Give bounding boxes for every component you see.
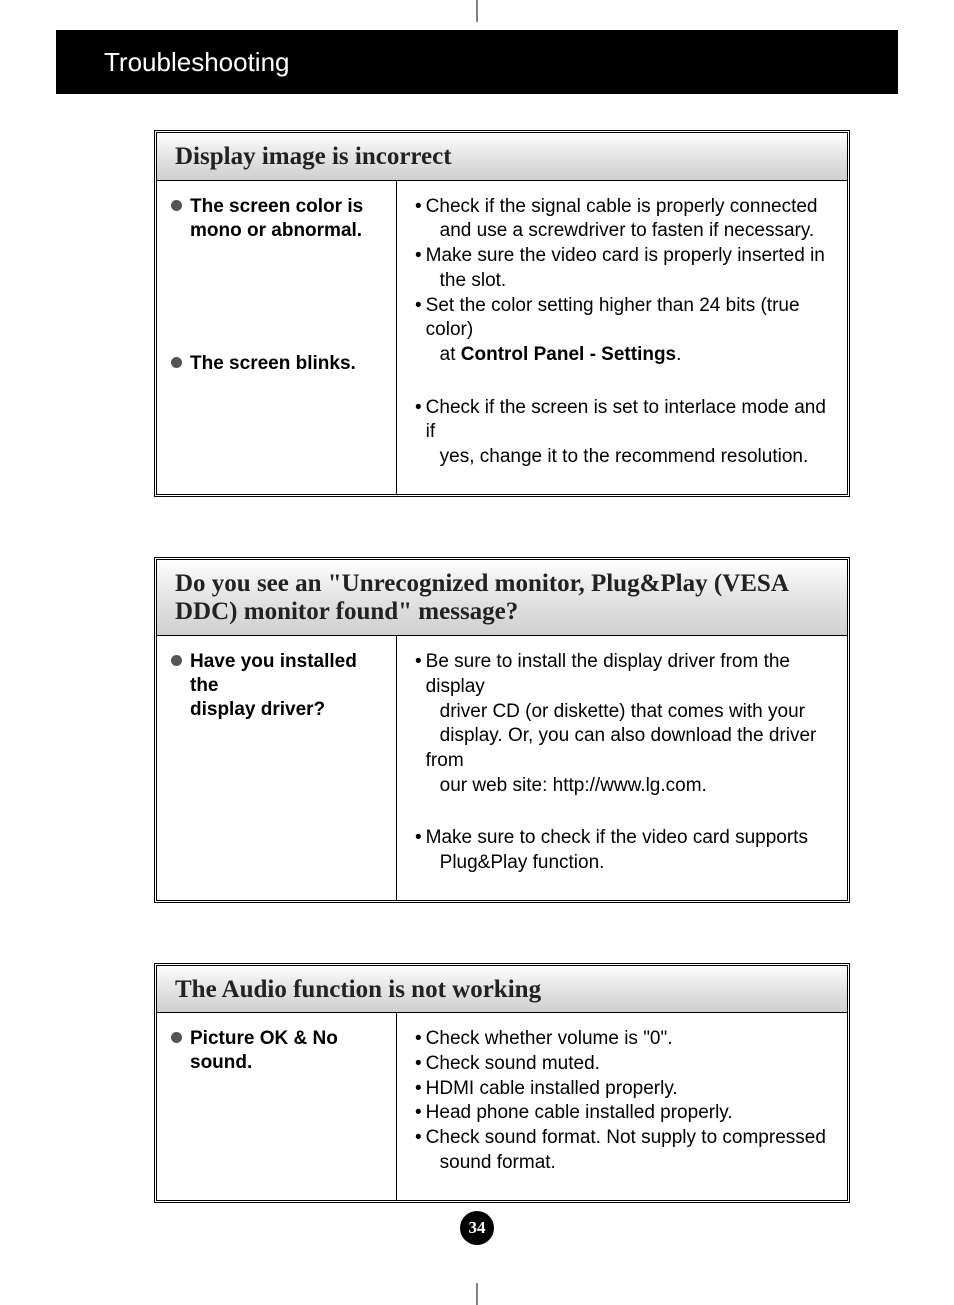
solution-line: •Be sure to install the display driver f… [415, 650, 829, 798]
symptom-item: Picture OK & No sound. [171, 1027, 386, 1075]
troubleshoot-box-display: Display image is incorrect The screen co… [154, 130, 850, 497]
box-title: Do you see an "Unrecognized monitor, Plu… [157, 560, 847, 637]
troubleshoot-box-audio: The Audio function is not working Pictur… [154, 963, 850, 1203]
bullet-icon [171, 1032, 182, 1043]
symptom-text: Have you installed the display driver? [190, 650, 386, 721]
troubleshoot-box-unrecognized: Do you see an "Unrecognized monitor, Plu… [154, 557, 850, 903]
section-header: Troubleshooting [56, 30, 898, 94]
solution-column: •Check whether volume is "0". •Check sou… [397, 1013, 847, 1199]
solution-line: •Make sure to check if the video card su… [415, 826, 829, 875]
symptom-column: The screen color is mono or abnormal. Th… [157, 181, 397, 494]
symptom-line: mono or abnormal. [190, 220, 362, 241]
box-title: The Audio function is not working [157, 966, 847, 1014]
page-number: 34 [469, 1218, 486, 1238]
box-body: Have you installed the display driver? •… [157, 636, 847, 900]
symptom-line: Picture OK & No sound. [190, 1028, 338, 1073]
solution-line: •Check if the signal cable is properly c… [415, 195, 829, 244]
solution-line: •Check sound muted. [415, 1052, 829, 1077]
section-title: Troubleshooting [104, 47, 290, 78]
solution-column: •Check if the signal cable is properly c… [397, 181, 847, 494]
symptom-line: The screen color is [190, 196, 363, 217]
page-number-badge: 34 [460, 1211, 494, 1245]
solution-line: •Check if the screen is set to interlace… [415, 396, 829, 470]
crop-mark-top [477, 0, 478, 22]
solution-group: •Be sure to install the display driver f… [415, 650, 829, 798]
symptom-line: Have you installed the [190, 651, 357, 696]
symptom-text: The screen color is mono or abnormal. [190, 195, 363, 243]
solution-group: •Make sure to check if the video card su… [415, 826, 829, 875]
box-title: Display image is incorrect [157, 133, 847, 181]
solution-line: •Head phone cable installed properly. [415, 1101, 829, 1126]
solution-column: •Be sure to install the display driver f… [397, 636, 847, 900]
solution-group: •Check if the screen is set to interlace… [415, 396, 829, 470]
crop-mark-bottom [477, 1283, 478, 1305]
symptom-item: The screen color is mono or abnormal. [171, 195, 386, 243]
symptom-column: Have you installed the display driver? [157, 636, 397, 900]
page-container: Troubleshooting Display image is incorre… [56, 22, 898, 1283]
solution-group: •Check if the signal cable is properly c… [415, 195, 829, 368]
symptom-item: The screen blinks. [171, 352, 386, 376]
solution-line: •HDMI cable installed properly. [415, 1077, 829, 1102]
symptom-text: Picture OK & No sound. [190, 1027, 386, 1075]
solution-line: •Make sure the video card is properly in… [415, 244, 829, 293]
box-body: The screen color is mono or abnormal. Th… [157, 181, 847, 494]
symptom-column: Picture OK & No sound. [157, 1013, 397, 1199]
solution-line: •Set the color setting higher than 24 bi… [415, 294, 829, 368]
symptom-line: display driver? [190, 699, 325, 720]
box-body: Picture OK & No sound. •Check whether vo… [157, 1013, 847, 1199]
symptom-item: Have you installed the display driver? [171, 650, 386, 721]
solution-line: •Check sound format. Not supply to compr… [415, 1126, 829, 1175]
solution-group: •Check whether volume is "0". •Check sou… [415, 1027, 829, 1175]
bullet-icon [171, 200, 182, 211]
bullet-icon [171, 357, 182, 368]
content-area: Display image is incorrect The screen co… [56, 94, 898, 1203]
symptom-text: The screen blinks. [190, 352, 356, 376]
solution-line: •Check whether volume is "0". [415, 1027, 829, 1052]
symptom-line: The screen blinks. [190, 353, 356, 374]
bullet-icon [171, 655, 182, 666]
